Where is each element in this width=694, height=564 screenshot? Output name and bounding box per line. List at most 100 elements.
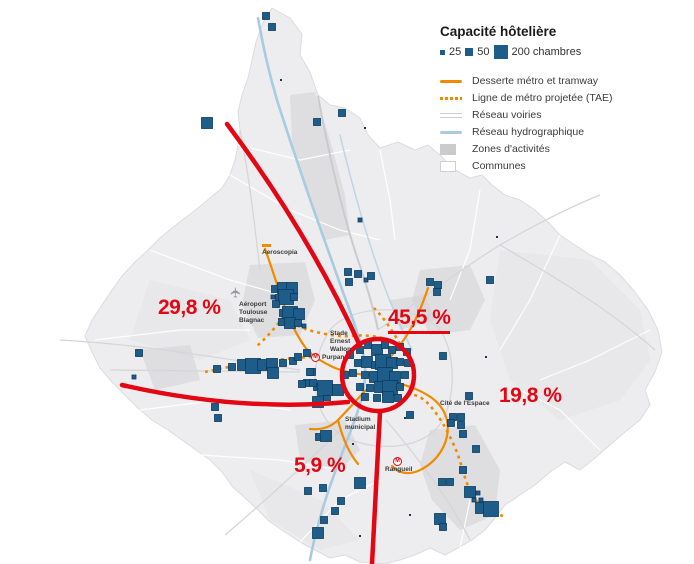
hotel-marker: [459, 466, 467, 474]
roads-icon: [440, 112, 462, 118]
legend-item-label: Réseau hydrographique: [472, 126, 585, 138]
hotel-marker: [373, 394, 381, 402]
legend-title: Capacité hôtelière: [440, 24, 557, 39]
hotel-marker: [284, 317, 296, 329]
hotel-marker: [309, 379, 317, 387]
hotel-marker: [359, 535, 361, 537]
garonne-river: [256, 16, 367, 562]
legend-item-label: Zones d'activités: [472, 143, 550, 155]
hotel-marker: [214, 414, 222, 422]
hotel-marker: [270, 294, 276, 300]
center-sector-circle: [339, 336, 417, 414]
hotel-marker: [475, 490, 481, 496]
hotel-marker: [320, 516, 328, 524]
sector-line-north: [224, 121, 363, 349]
hotel-marker: [337, 497, 345, 505]
hotel-marker: [361, 393, 369, 401]
legend-item: Ligne de métro projetée (TAE): [440, 92, 680, 104]
hotel-marker: [319, 484, 327, 492]
capacity-square-icon: [465, 48, 474, 56]
legend-item-label: Communes: [472, 160, 526, 172]
hotel-marker: [472, 445, 480, 453]
sector-line-south: [369, 409, 383, 564]
capacity-scale: 25 50 200 chambres: [440, 45, 680, 59]
hotel-marker: [352, 443, 354, 445]
hotel-marker: [496, 236, 498, 238]
hotel-marker: [317, 380, 333, 396]
hotel-marker: [426, 278, 434, 286]
legend-item: Communes: [440, 160, 680, 172]
legend-item: Zones d'activités: [440, 143, 680, 155]
hotel-marker: [394, 394, 402, 402]
legend-item-label: Desserte métro et tramway: [472, 75, 599, 87]
hotel-marker: [354, 270, 362, 278]
legend-item-label: Réseau voiries: [472, 109, 542, 121]
hotel-marker: [289, 357, 297, 365]
capacity-square-icon: [440, 49, 445, 55]
hotel-marker: [366, 384, 374, 392]
hotel-marker: [434, 281, 442, 289]
legend-item: Desserte métro et tramway: [440, 75, 680, 87]
capacity-label: 50: [477, 46, 490, 58]
hotel-marker: [338, 109, 346, 117]
hotel-marker: [439, 523, 447, 531]
hotel-marker: [396, 383, 404, 391]
hydro-network: [256, 16, 413, 562]
hotel-marker: [439, 352, 447, 360]
capacity-square-icon: [493, 45, 508, 59]
hotel-marker: [303, 349, 311, 357]
activity-zone-icon: [440, 143, 462, 155]
hotel-marker: [268, 23, 276, 31]
hotel-marker: [211, 403, 219, 411]
hotel-marker: [262, 12, 270, 20]
hotel-marker: [135, 349, 143, 357]
hydrography-icon: [440, 130, 462, 134]
hotel-markers-layer: [131, 12, 499, 539]
hers-river: [339, 134, 413, 351]
capacity-label: 200 chambres: [511, 46, 582, 58]
capacity-label: 25: [449, 46, 462, 58]
hotel-marker: [349, 369, 357, 377]
hotel-marker: [382, 391, 394, 403]
hotel-marker: [298, 380, 306, 388]
legend-item: Réseau voiries: [440, 109, 680, 121]
hotel-marker: [438, 478, 446, 486]
hotel-marker: [280, 79, 282, 81]
hotel-marker: [434, 513, 446, 525]
sector-overlay: [119, 121, 417, 564]
hotel-marker: [331, 507, 339, 515]
hotel-marker: [361, 356, 373, 368]
hotel-marker: [447, 419, 455, 427]
hotel-marker: [294, 353, 302, 361]
hotel-marker: [478, 497, 484, 503]
hotel-marker: [459, 430, 467, 438]
communes-landmass: [84, 7, 663, 564]
hotel-marker: [294, 319, 302, 327]
hotel-marker: [464, 486, 476, 498]
hotel-marker: [446, 478, 454, 486]
hotel-marker: [313, 118, 321, 126]
hotel-marker: [364, 127, 366, 129]
hotel-marker: [371, 344, 383, 356]
hotel-marker: [354, 359, 362, 367]
hotel-marker: [279, 359, 287, 367]
hotel-marker: [471, 497, 477, 503]
projected-metro-line-icon: [440, 96, 462, 100]
hotel-marker: [406, 411, 414, 419]
hotel-marker: [457, 413, 465, 421]
hotel-marker: [396, 358, 404, 366]
legend-item-label: Ligne de métro projetée (TAE): [472, 92, 613, 104]
hotel-marker: [267, 367, 279, 379]
sector-line-west: [119, 382, 351, 407]
hotel-marker: [357, 217, 363, 223]
hotel-marker: [344, 268, 352, 276]
hotel-marker: [228, 363, 236, 371]
hotel-marker: [367, 272, 375, 280]
hotel-marker: [361, 371, 369, 379]
hotel-marker: [354, 477, 366, 489]
hotel-marker: [465, 392, 473, 400]
hotel-marker: [272, 300, 280, 308]
hotel-marker: [131, 374, 137, 380]
commune-icon: [440, 160, 462, 172]
